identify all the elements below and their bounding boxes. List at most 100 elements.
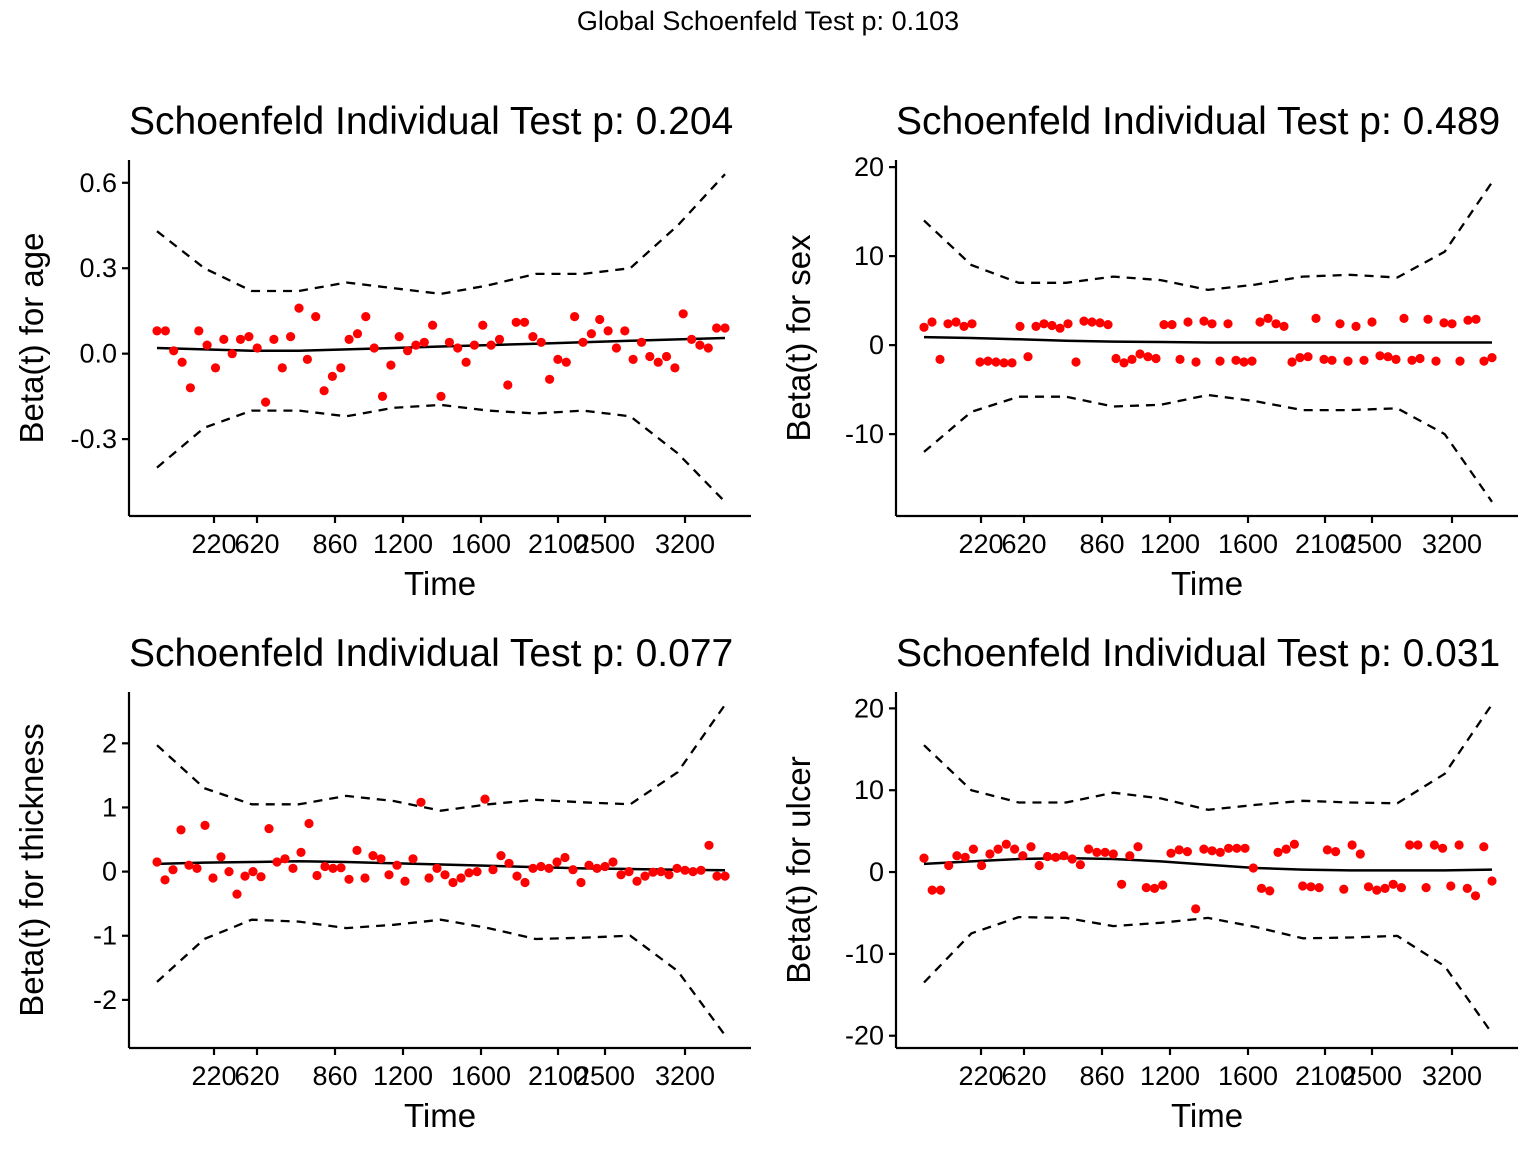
residual-point <box>240 871 250 881</box>
residual-point <box>512 871 522 881</box>
x-tick-label: 220 <box>958 529 1003 559</box>
residual-point <box>1224 843 1234 853</box>
residual-point <box>1059 851 1069 861</box>
residual-point <box>1207 846 1217 856</box>
residual-point <box>712 323 722 333</box>
residual-point <box>160 326 170 336</box>
y-tick-label: 0 <box>869 330 884 360</box>
residual-point <box>1015 321 1025 331</box>
residual-point <box>645 351 655 362</box>
residual-point <box>640 871 650 881</box>
residual-point <box>486 340 496 350</box>
residual-point <box>632 876 642 886</box>
residual-point <box>959 321 969 331</box>
y-tick-label: 10 <box>854 775 884 805</box>
residual-point <box>1265 886 1275 896</box>
panel-3: Schoenfeld Individual Test p: 0.077 -2 -1 0… <box>13 632 751 1134</box>
residual-point <box>1446 881 1456 891</box>
y-tick-label: 2 <box>102 728 117 758</box>
residual-point <box>586 329 597 339</box>
residual-point <box>152 857 162 867</box>
residual-point <box>400 876 410 886</box>
residual-point <box>311 312 321 322</box>
residual-point <box>983 356 993 366</box>
residual-point <box>951 317 961 327</box>
residual-point <box>235 334 246 344</box>
residual-point <box>1183 317 1193 327</box>
residual-point <box>496 851 506 861</box>
x-tick-label: 1200 <box>373 1061 433 1091</box>
residual-point <box>611 343 622 353</box>
residual-point <box>494 334 505 344</box>
residual-point <box>576 877 586 888</box>
residual-point <box>232 889 242 899</box>
residual-point <box>1166 848 1176 858</box>
residual-point <box>712 871 722 881</box>
residual-point <box>528 332 538 342</box>
residual-point <box>570 312 580 322</box>
residual-point <box>224 867 234 877</box>
residual-point <box>1240 843 1250 853</box>
residual-point <box>1287 357 1297 367</box>
residual-point <box>184 860 194 870</box>
residual-point <box>200 820 210 831</box>
y-tick-label: 20 <box>854 693 884 723</box>
residual-point <box>453 343 463 353</box>
residual-point <box>1335 319 1345 329</box>
residual-point <box>1174 845 1184 855</box>
x-tick-label: 2500 <box>1342 529 1402 559</box>
residual-point <box>1175 354 1185 364</box>
residual-point <box>1271 319 1281 329</box>
residual-point <box>1042 851 1053 862</box>
residual-point <box>177 357 187 367</box>
residual-point <box>520 877 530 888</box>
residual-point <box>1471 314 1481 324</box>
residual-point <box>1158 880 1168 890</box>
x-axis-title: Time <box>404 565 476 602</box>
residual-point <box>935 354 945 364</box>
x-tick-label: 860 <box>1079 1061 1124 1091</box>
residual-point <box>560 852 570 863</box>
residual-point <box>1487 876 1497 886</box>
residual-point <box>1375 351 1385 361</box>
residual-point <box>991 357 1001 367</box>
y-axis-title: Beta(t) for sex <box>780 234 817 442</box>
x-tick-label: 1200 <box>1140 1061 1200 1091</box>
residual-point <box>408 854 418 864</box>
residual-point <box>1429 840 1439 850</box>
residual-point <box>1119 358 1129 368</box>
residual-point <box>1372 885 1382 895</box>
x-tick-label: 620 <box>234 529 279 559</box>
x-tick-label: 620 <box>1001 529 1046 559</box>
residual-point <box>1355 849 1365 859</box>
residual-point <box>503 380 513 390</box>
residual-point <box>1007 358 1017 368</box>
smooth-line <box>923 335 1492 344</box>
residual-point <box>194 326 204 336</box>
x-tick-label: 860 <box>312 1061 357 1091</box>
residual-point <box>1075 860 1085 870</box>
residual-point <box>1103 320 1113 330</box>
residual-point <box>280 854 290 864</box>
residual-point <box>999 358 1009 368</box>
residual-point <box>603 326 613 336</box>
residual-point <box>1289 839 1299 849</box>
residual-point <box>288 863 298 874</box>
residual-point <box>653 357 663 367</box>
residual-point <box>1479 356 1489 366</box>
y-tick-label: -2 <box>93 985 117 1015</box>
residual-point <box>1135 349 1145 359</box>
x-axis-title: Time <box>1171 1097 1243 1134</box>
residual-point <box>1167 320 1177 330</box>
residual-point <box>344 874 354 884</box>
residual-point <box>544 863 554 874</box>
x-tick-label: 220 <box>191 1061 236 1091</box>
residual-point <box>1051 852 1061 862</box>
residual-point <box>261 397 271 407</box>
residual-point <box>1359 355 1369 365</box>
residual-point <box>428 320 438 330</box>
y-tick-label: 0.3 <box>79 253 117 283</box>
residual-point <box>1327 355 1337 365</box>
residual-point <box>264 824 274 834</box>
panel-title: Schoenfeld Individual Test p: 0.204 <box>129 100 733 143</box>
